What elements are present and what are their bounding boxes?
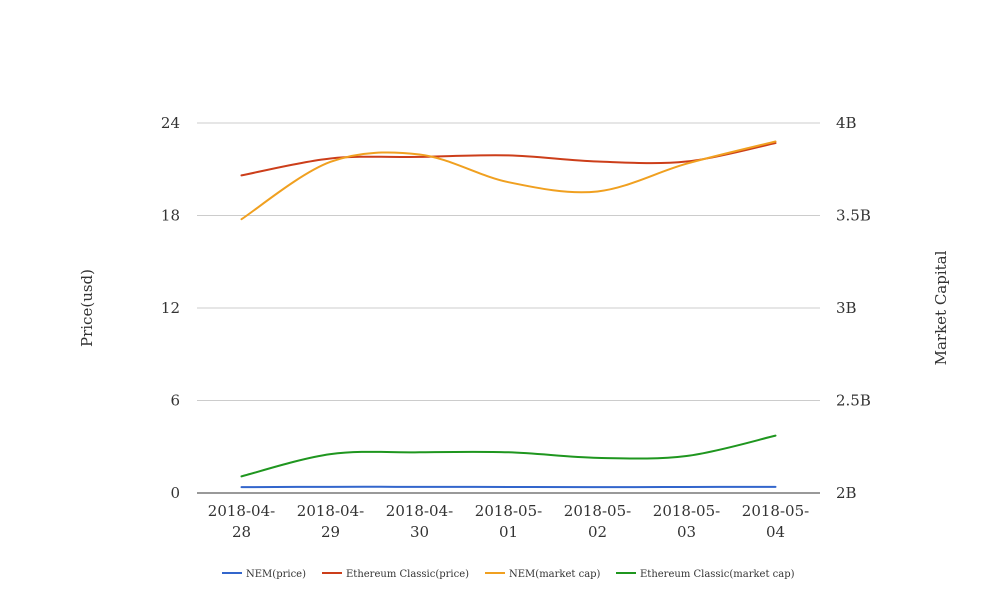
right-axis-ticks: 2B 2.5B 3B 3.5B 4B <box>836 114 871 502</box>
series-line-2 <box>240 140 777 221</box>
series-line-1 <box>240 142 777 177</box>
legend-label: NEM(market cap) <box>509 569 601 580</box>
right-tick-label: 2.5B <box>836 392 871 410</box>
x-tick-label: 2018-05-02 <box>564 502 631 541</box>
left-axis-ticks: 0 6 12 18 24 <box>161 114 180 502</box>
left-tick-label: 24 <box>161 114 180 132</box>
legend-label: NEM(price) <box>246 569 306 580</box>
legend: NEM(price) Ethereum Classic(price) NEM(mar… <box>222 569 795 580</box>
x-tick-label: 2018-05-04 <box>742 502 809 541</box>
x-tick-label: 2018-05-01 <box>475 502 542 541</box>
left-tick-label: 18 <box>161 207 180 225</box>
x-tick-label: 2018-04-30 <box>386 502 453 541</box>
left-axis-title: Price(usd) <box>78 269 96 347</box>
x-axis-ticks: 2018-04-28 2018-04-29 2018-04-30 2018-05-01… <box>208 502 809 541</box>
right-tick-label: 2B <box>836 484 857 502</box>
x-tick-label: 2018-05-03 <box>653 502 720 541</box>
series-line-3 <box>240 434 777 478</box>
left-tick-label: 12 <box>161 299 180 317</box>
left-tick-label: 6 <box>170 392 180 410</box>
legend-label: Ethereum Classic(market cap) <box>640 569 795 580</box>
x-tick-label: 2018-04-28 <box>208 502 275 541</box>
right-tick-label: 4B <box>836 114 857 132</box>
series-lines <box>240 140 777 489</box>
x-tick-label: 2018-04-29 <box>297 502 364 541</box>
right-tick-label: 3B <box>836 299 857 317</box>
grid-lines <box>197 122 820 494</box>
right-axis-title: Market Capital <box>932 250 950 365</box>
legend-label: Ethereum Classic(price) <box>346 569 469 580</box>
left-tick-label: 0 <box>170 484 180 502</box>
right-tick-label: 3.5B <box>836 207 871 225</box>
